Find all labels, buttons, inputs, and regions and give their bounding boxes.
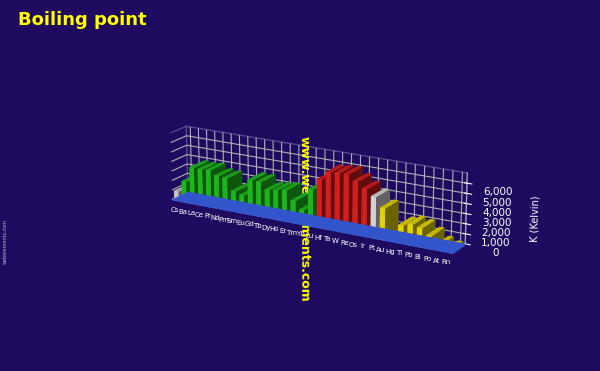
Text: webelements.com: webelements.com: [3, 219, 8, 264]
Text: Boiling point: Boiling point: [18, 11, 146, 29]
